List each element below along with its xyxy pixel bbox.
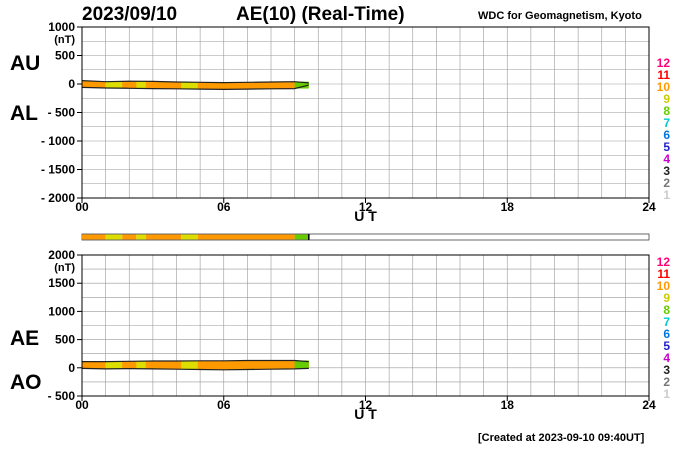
y-tick-label: - 1500 xyxy=(41,163,75,177)
y-tick-label: 500 xyxy=(55,333,75,347)
y-tick-label: 2000 xyxy=(48,248,75,262)
activity-scale-label: 7 xyxy=(663,315,670,329)
activity-scale-label: 7 xyxy=(663,116,670,130)
y-tick-label: - 2000 xyxy=(41,191,75,205)
y-tick-label: 1500 xyxy=(48,276,75,290)
x-tick-label: 06 xyxy=(217,200,231,214)
panel2-label-ao: AO xyxy=(10,371,42,394)
y-unit-label: (nT) xyxy=(54,34,75,46)
source-label: WDC for Geomagnetism, Kyoto xyxy=(478,10,642,22)
series-line-al xyxy=(81,84,309,91)
data-band-segment xyxy=(181,361,198,370)
y-unit-label: (nT) xyxy=(54,262,75,274)
y-tick-label: 1000 xyxy=(48,304,75,318)
activity-scale-label: 3 xyxy=(663,164,670,178)
data-band-segment xyxy=(294,81,309,89)
panel-au-al xyxy=(77,26,650,203)
x-tick-label: 06 xyxy=(217,398,231,412)
y-tick-label: 500 xyxy=(55,49,75,63)
activity-scale-label: 10 xyxy=(657,80,671,94)
x-tick-label: 00 xyxy=(75,200,89,214)
series-line-ae xyxy=(82,359,309,363)
data-band-segment xyxy=(136,81,146,89)
activity-scale-label: 10 xyxy=(657,279,671,293)
activity-bar-segment xyxy=(181,234,198,240)
activity-scale-label: 2 xyxy=(663,375,670,389)
activity-bar-segment xyxy=(122,234,137,240)
y-tick-label: - 500 xyxy=(48,389,76,403)
activity-scale-label: 6 xyxy=(663,128,670,142)
activity-bar-segment xyxy=(145,234,182,240)
data-band-segment xyxy=(136,361,146,369)
y-tick-label: 0 xyxy=(68,77,75,91)
activity-bar-segment xyxy=(82,234,106,240)
data-band-segment xyxy=(105,361,123,369)
activity-bar-segment xyxy=(136,234,146,240)
activity-scale-label: 6 xyxy=(663,327,670,341)
data-band-segment xyxy=(181,82,198,89)
activity-scale-label: 8 xyxy=(663,303,670,317)
activity-scale-label: 4 xyxy=(663,152,670,166)
activity-scale-label: 5 xyxy=(663,339,670,353)
activity-scale-label: 3 xyxy=(663,363,670,377)
x-tick-label: 12 xyxy=(359,200,373,214)
data-band-segment xyxy=(105,81,123,88)
data-band-segment xyxy=(294,360,309,369)
x-tick-label: 24 xyxy=(642,398,656,412)
activity-bar-segment xyxy=(197,234,295,240)
activity-scale-label: 12 xyxy=(657,255,671,269)
x-axis-label: U T xyxy=(354,406,377,422)
x-tick-label: 00 xyxy=(75,398,89,412)
y-tick-label: - 500 xyxy=(48,106,76,120)
activity-bar-segment xyxy=(105,234,123,240)
activity-scale-label: 1 xyxy=(663,188,670,202)
activity-scale-label: 4 xyxy=(663,351,670,365)
panel-ae-ao xyxy=(77,254,650,401)
activity-scale-label: 11 xyxy=(657,68,670,82)
x-tick-label: 18 xyxy=(501,398,515,412)
series-line-au xyxy=(81,80,309,84)
y-tick-label: - 1000 xyxy=(41,134,75,148)
activity-scale-label: 5 xyxy=(663,140,670,154)
x-tick-label: 12 xyxy=(359,398,373,412)
activity-scale-label: 2 xyxy=(663,176,670,190)
panel1-label-al: AL xyxy=(10,102,38,125)
activity-scale-label: 9 xyxy=(663,291,670,305)
x-axis-label: U T xyxy=(354,208,377,224)
series-line-ao xyxy=(81,367,309,371)
activity-scale-label: 8 xyxy=(663,104,670,118)
x-tick-label: 24 xyxy=(642,200,656,214)
activity-bar-segment xyxy=(294,234,309,240)
activity-scale-label: 11 xyxy=(657,267,670,281)
y-tick-label: 1000 xyxy=(48,20,75,34)
chart-title: AE(10) (Real-Time) xyxy=(236,4,405,25)
panel2-label-ae: AE xyxy=(10,327,40,350)
y-tick-label: 0 xyxy=(68,361,75,375)
activity-scale-label: 9 xyxy=(663,92,670,106)
x-tick-label: 18 xyxy=(501,200,515,214)
chart-date: 2023/09/10 xyxy=(82,4,178,25)
created-timestamp: [Created at 2023-09-10 09:40UT] xyxy=(478,432,645,444)
activity-scale-label: 12 xyxy=(657,56,671,70)
activity-scale-label: 1 xyxy=(663,387,670,401)
panel1-label-au: AU xyxy=(10,52,41,75)
